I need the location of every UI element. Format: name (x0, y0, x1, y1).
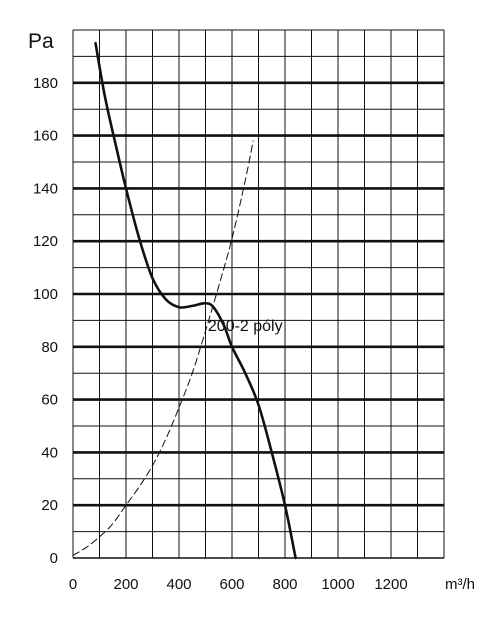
x-tick-label: 600 (219, 576, 244, 593)
series-group (72, 41, 297, 560)
x-tick-label: 1200 (374, 576, 407, 593)
annotations: 200-2 póly (208, 318, 283, 335)
x-tick-label: 800 (272, 576, 297, 593)
y-tick-label: 20 (41, 497, 58, 514)
y-tick-label: 140 (33, 180, 58, 197)
grid (72, 29, 445, 559)
y-tick-label: 100 (33, 286, 58, 303)
x-tick-labels: 0 200 400 600 800 1000 1200 (69, 576, 408, 593)
curve-annotation-label: 200-2 póly (208, 318, 283, 335)
y-tick-label: 0 (50, 550, 58, 567)
x-tick-label: 0 (69, 576, 77, 593)
y-tick-label: 80 (41, 339, 58, 356)
x-tick-label: 400 (166, 576, 191, 593)
x-tick-label: 1000 (321, 576, 354, 593)
y-tick-label: 120 (33, 233, 58, 250)
y-axis-label: Pa (28, 30, 54, 53)
y-tick-label: 180 (33, 75, 58, 92)
y-tick-labels: 0 20 40 60 80 100 120 140 160 180 (33, 75, 58, 567)
system-curve-dashed (72, 140, 254, 556)
y-tick-label: 60 (41, 392, 58, 409)
x-axis-label: m³/h (445, 576, 475, 593)
fan-curve-200-2 (94, 41, 297, 560)
y-tick-label: 40 (41, 444, 58, 461)
y-tick-label: 160 (33, 128, 58, 145)
x-tick-label: 200 (113, 576, 138, 593)
